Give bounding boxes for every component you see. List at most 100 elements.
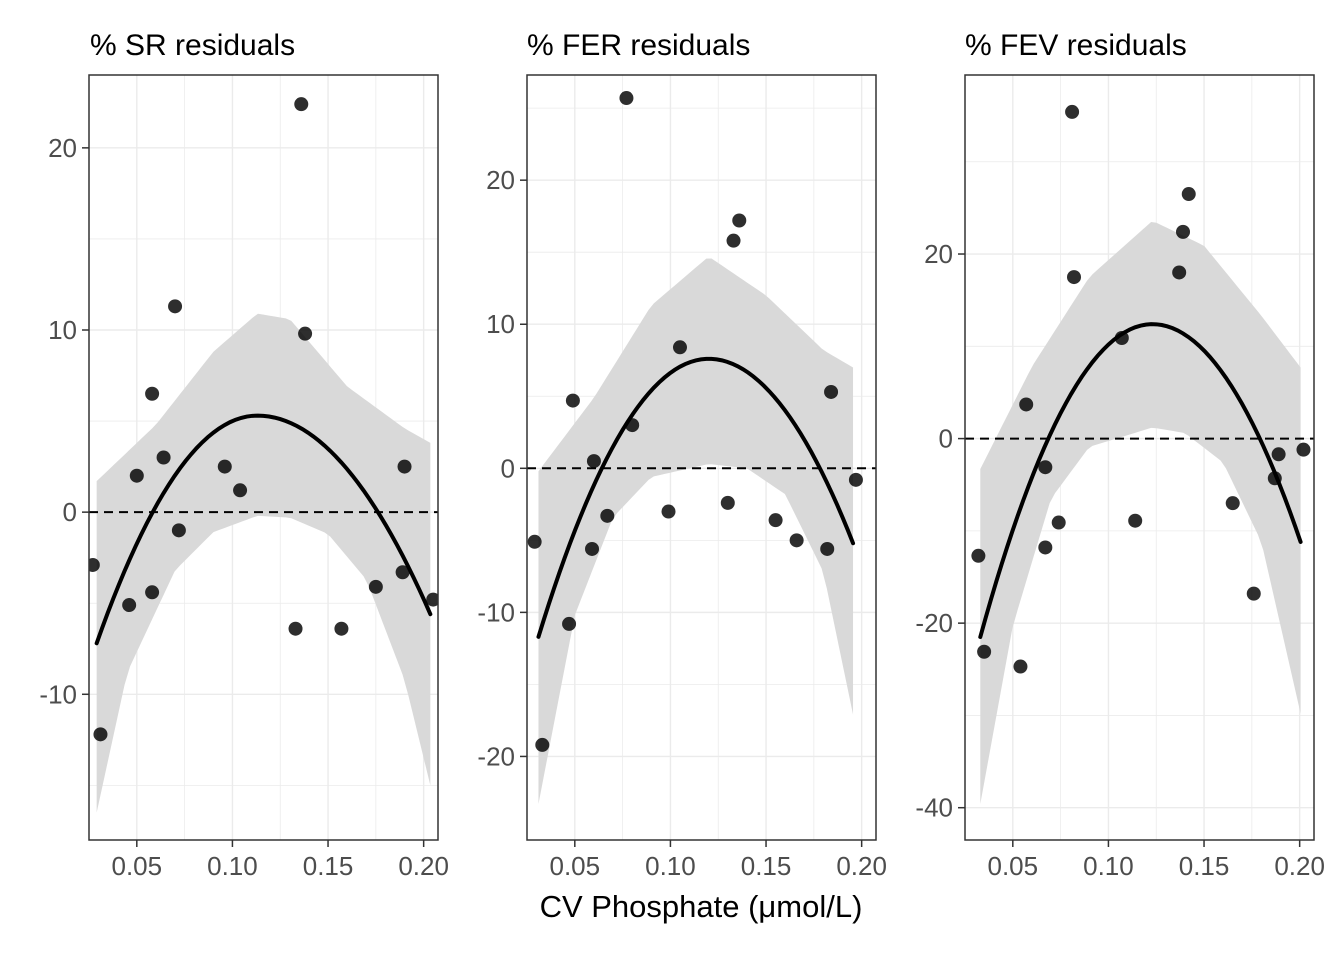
data-point: [217, 459, 232, 474]
data-point: [298, 326, 313, 341]
data-point: [600, 508, 615, 523]
data-point: [1271, 447, 1286, 462]
data-point: [562, 616, 577, 631]
data-point: [726, 233, 741, 248]
y-tick-label: 0: [939, 424, 953, 454]
data-point: [334, 621, 349, 636]
y-tick-label: 20: [924, 239, 953, 269]
y-tick-label: 10: [486, 309, 515, 339]
data-point: [1172, 265, 1187, 280]
y-tick-label: 0: [63, 497, 77, 527]
data-point: [426, 592, 438, 607]
x-tick-label: 0.20: [398, 851, 449, 881]
data-point: [848, 472, 863, 487]
data-point: [368, 579, 383, 594]
data-point: [1267, 471, 1282, 486]
data-point: [1225, 496, 1240, 511]
data-point: [288, 621, 303, 636]
data-point: [129, 468, 144, 483]
data-point: [145, 386, 160, 401]
data-point: [1176, 224, 1191, 239]
data-point: [1038, 540, 1053, 555]
x-tick-label: 0.10: [645, 851, 696, 881]
y-tick-label: 20: [486, 165, 515, 195]
axes-fev: -40 -20 0 20 0.05 0.10 0.15 0.20: [915, 239, 1325, 881]
data-point: [977, 644, 992, 659]
data-point: [565, 393, 580, 408]
data-point: [619, 91, 634, 106]
data-point: [732, 213, 747, 228]
x-tick-label: 0.15: [1179, 851, 1230, 881]
data-point: [768, 513, 783, 528]
plot-area-sr: [89, 75, 438, 840]
y-tick-label: 0: [501, 453, 515, 483]
data-point: [168, 299, 183, 314]
x-tick-label: 0.10: [1083, 851, 1134, 881]
data-point: [1181, 187, 1196, 202]
data-point: [1246, 586, 1261, 601]
data-point: [661, 504, 676, 519]
data-point: [1038, 460, 1053, 475]
data-point: [824, 384, 839, 399]
data-point: [1114, 330, 1129, 345]
plot-border-fer: [526, 74, 877, 841]
x-tick-label: 0.15: [741, 851, 792, 881]
data-point: [233, 483, 248, 498]
quadratic-fit-line: [536, 356, 856, 639]
data-point: [395, 565, 410, 580]
x-tick-label: 0.05: [988, 851, 1039, 881]
y-tick-label: -40: [915, 793, 953, 823]
data-point: [820, 541, 835, 556]
data-point: [145, 585, 160, 600]
data-point: [1065, 104, 1080, 119]
y-tick-label: 20: [48, 133, 77, 163]
confidence-band: [96, 313, 431, 813]
data-point: [672, 340, 687, 355]
y-tick-label: -20: [915, 608, 953, 638]
x-tick-label: 0.05: [550, 851, 601, 881]
data-point: [1013, 659, 1028, 674]
x-tick-label: 0.20: [1274, 851, 1325, 881]
plot-border-fev: [964, 74, 1315, 841]
data-point: [585, 541, 600, 556]
data-point: [294, 97, 309, 112]
panel-fer-residuals: % FER residuals -20 -10 0 10 20 0.05 0.10 0.15 0…: [477, 29, 887, 881]
x-tick-label: 0.20: [836, 851, 887, 881]
data-point: [1051, 515, 1066, 530]
panel-fev-residuals: % FEV residuals -40 -20 0 20 0.05 0.10 0.15 0.2…: [915, 29, 1325, 881]
data-point: [1296, 442, 1311, 457]
data-point: [586, 454, 601, 469]
data-point: [93, 727, 108, 742]
panel-title-fev: % FEV residuals: [965, 29, 1187, 62]
data-point: [171, 523, 186, 538]
data-point: [971, 548, 986, 563]
data-point: [527, 534, 542, 549]
quadratic-fit-line: [94, 413, 433, 646]
quadratic-fit-line: [978, 322, 1303, 639]
x-tick-label: 0.05: [112, 851, 163, 881]
data-point: [535, 737, 550, 752]
x-axis-title: CV Phosphate (μmol/L): [540, 889, 863, 924]
axes-fer: -20 -10 0 10 20 0.05 0.10 0.15 0.20: [477, 165, 887, 881]
plot-area-fer: [527, 75, 876, 840]
panel-title-fer: % FER residuals: [527, 29, 750, 62]
data-point: [1067, 270, 1082, 285]
y-tick-label: 10: [48, 315, 77, 345]
data-point: [625, 418, 640, 433]
data-point: [122, 598, 137, 613]
panel-sr-residuals: % SR residuals -10 0 10 20 0.05 0.10 0.15 0.20: [39, 29, 449, 881]
data-point: [89, 557, 100, 572]
data-point: [789, 533, 804, 548]
plot-border-sr: [88, 74, 439, 841]
x-tick-label: 0.10: [207, 851, 258, 881]
x-tick-label: 0.15: [303, 851, 354, 881]
data-point: [156, 450, 171, 465]
data-point: [397, 459, 412, 474]
y-tick-label: -10: [477, 597, 515, 627]
data-point: [720, 495, 735, 510]
y-tick-label: -10: [39, 679, 77, 709]
axes-sr: -10 0 10 20 0.05 0.10 0.15 0.20: [39, 133, 449, 881]
panel-title-sr: % SR residuals: [90, 29, 295, 62]
y-tick-label: -20: [477, 741, 515, 771]
